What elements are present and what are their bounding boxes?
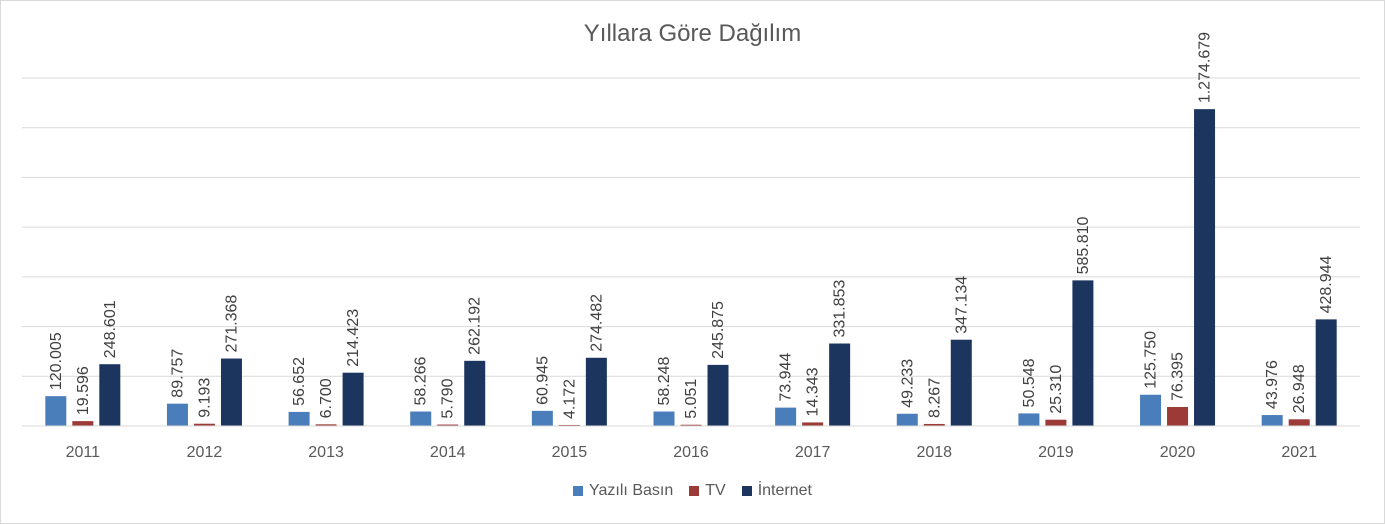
bar-i-nternet-2017 xyxy=(829,343,851,426)
legend-swatch-internet xyxy=(741,486,752,496)
legend-label-internet: İnternet xyxy=(757,482,812,499)
data-label-yaz-l-bas-n-2014: 58.266 xyxy=(413,356,430,405)
bar-yaz-l-bas-n-2012 xyxy=(166,403,188,426)
legend-swatch-tv xyxy=(689,486,700,496)
data-label-yaz-l-bas-n-2019: 50.548 xyxy=(1021,358,1038,407)
bar-tv-2021 xyxy=(1288,419,1310,426)
bar-tv-2019 xyxy=(1045,419,1067,426)
data-label-yaz-l-bas-n-2016: 58.248 xyxy=(656,356,673,405)
data-label-yaz-l-bas-n-2021: 43.976 xyxy=(1264,360,1281,409)
legend: Yazılı Basın TV İnternet xyxy=(0,482,1385,500)
data-label-i-nternet-2016: 245.875 xyxy=(710,301,727,359)
bar-yaz-l-bas-n-2017 xyxy=(775,407,797,426)
chart-title: Yıllara Göre Dağılım xyxy=(583,20,802,47)
data-label-yaz-l-bas-n-2020: 125.750 xyxy=(1143,331,1160,389)
x-tick-label-2015: 2015 xyxy=(552,444,588,461)
data-label-tv-2020: 76.395 xyxy=(1170,352,1187,401)
data-label-i-nternet-2019: 585.810 xyxy=(1075,216,1092,274)
bar-i-nternet-2015 xyxy=(585,357,607,426)
legend-item-tv: TV xyxy=(689,482,726,500)
data-label-i-nternet-2017: 331.853 xyxy=(832,280,849,338)
x-tick-label-2014: 2014 xyxy=(430,444,466,461)
data-label-tv-2021: 26.948 xyxy=(1291,364,1308,413)
legend-item-internet: İnternet xyxy=(741,482,812,500)
legend-label-tv: TV xyxy=(705,482,726,499)
x-tick-label-2020: 2020 xyxy=(1160,444,1196,461)
bar-yaz-l-bas-n-2014 xyxy=(410,411,432,426)
data-label-yaz-l-bas-n-2011: 120.005 xyxy=(48,332,65,390)
data-label-i-nternet-2011: 248.601 xyxy=(102,300,119,358)
data-label-tv-2019: 25.310 xyxy=(1048,365,1065,414)
bar-yaz-l-bas-n-2015 xyxy=(531,410,553,426)
data-label-i-nternet-2018: 347.134 xyxy=(953,276,970,334)
bar-yaz-l-bas-n-2011 xyxy=(45,396,67,426)
legend-swatch-yazili-basin xyxy=(573,486,584,496)
data-label-i-nternet-2014: 262.192 xyxy=(467,297,484,355)
x-tick-label-2016: 2016 xyxy=(673,444,709,461)
bar-tv-2015 xyxy=(558,424,580,426)
data-label-tv-2015: 4.172 xyxy=(561,379,578,419)
bar-yaz-l-bas-n-2018 xyxy=(896,413,918,426)
data-label-i-nternet-2013: 214.423 xyxy=(345,309,362,367)
data-label-tv-2012: 9.193 xyxy=(196,378,213,418)
bar-tv-2018 xyxy=(923,423,945,426)
x-tick-label-2017: 2017 xyxy=(795,444,831,461)
data-label-i-nternet-2020: 1.274.679 xyxy=(1197,32,1214,103)
data-label-tv-2013: 6.700 xyxy=(318,378,335,418)
bar-yaz-l-bas-n-2019 xyxy=(1018,413,1040,426)
bar-i-nternet-2018 xyxy=(950,339,972,426)
bar-tv-2013 xyxy=(315,424,337,426)
bar-tv-2020 xyxy=(1167,407,1189,426)
data-label-i-nternet-2015: 274.482 xyxy=(588,294,605,352)
bar-tv-2011 xyxy=(72,421,94,426)
data-label-i-nternet-2021: 428.944 xyxy=(1318,255,1335,313)
data-label-tv-2018: 8.267 xyxy=(926,378,943,418)
bar-i-nternet-2011 xyxy=(99,364,121,426)
data-label-tv-2011: 19.596 xyxy=(75,366,92,415)
bar-yaz-l-bas-n-2013 xyxy=(288,411,310,426)
data-label-tv-2016: 5.051 xyxy=(683,379,700,419)
data-label-yaz-l-bas-n-2012: 89.757 xyxy=(169,349,186,398)
data-label-tv-2017: 14.343 xyxy=(805,367,822,416)
x-tick-label-2019: 2019 xyxy=(1038,444,1074,461)
x-tick-label-2012: 2012 xyxy=(187,444,223,461)
x-tick-label-2021: 2021 xyxy=(1281,444,1317,461)
data-label-tv-2014: 5.790 xyxy=(440,378,457,418)
bar-i-nternet-2020 xyxy=(1194,109,1216,427)
bar-i-nternet-2021 xyxy=(1315,319,1337,426)
x-tick-label-2011: 2011 xyxy=(66,444,101,461)
data-label-yaz-l-bas-n-2018: 49.233 xyxy=(899,359,916,408)
bar-i-nternet-2013 xyxy=(342,372,364,426)
legend-label-yazili-basin: Yazılı Basın xyxy=(589,482,674,499)
bar-tv-2017 xyxy=(802,422,824,426)
bar-i-nternet-2014 xyxy=(464,360,486,426)
legend-item-yazili-basin: Yazılı Basın xyxy=(573,482,673,500)
data-label-yaz-l-bas-n-2013: 56.652 xyxy=(291,357,308,406)
bar-i-nternet-2019 xyxy=(1072,280,1094,426)
data-label-yaz-l-bas-n-2015: 60.945 xyxy=(534,356,551,405)
bar-yaz-l-bas-n-2020 xyxy=(1140,394,1162,426)
x-tick-label-2018: 2018 xyxy=(916,444,952,461)
bar-i-nternet-2012 xyxy=(220,358,242,426)
bar-tv-2012 xyxy=(193,423,215,426)
x-tick-label-2013: 2013 xyxy=(308,444,344,461)
bar-tv-2016 xyxy=(680,424,702,426)
bar-tv-2014 xyxy=(437,424,459,426)
bar-yaz-l-bas-n-2021 xyxy=(1261,415,1283,426)
bar-i-nternet-2016 xyxy=(707,364,729,426)
data-label-i-nternet-2012: 271.368 xyxy=(223,295,240,353)
data-label-yaz-l-bas-n-2017: 73.944 xyxy=(778,353,795,402)
bar-yaz-l-bas-n-2016 xyxy=(653,411,675,426)
